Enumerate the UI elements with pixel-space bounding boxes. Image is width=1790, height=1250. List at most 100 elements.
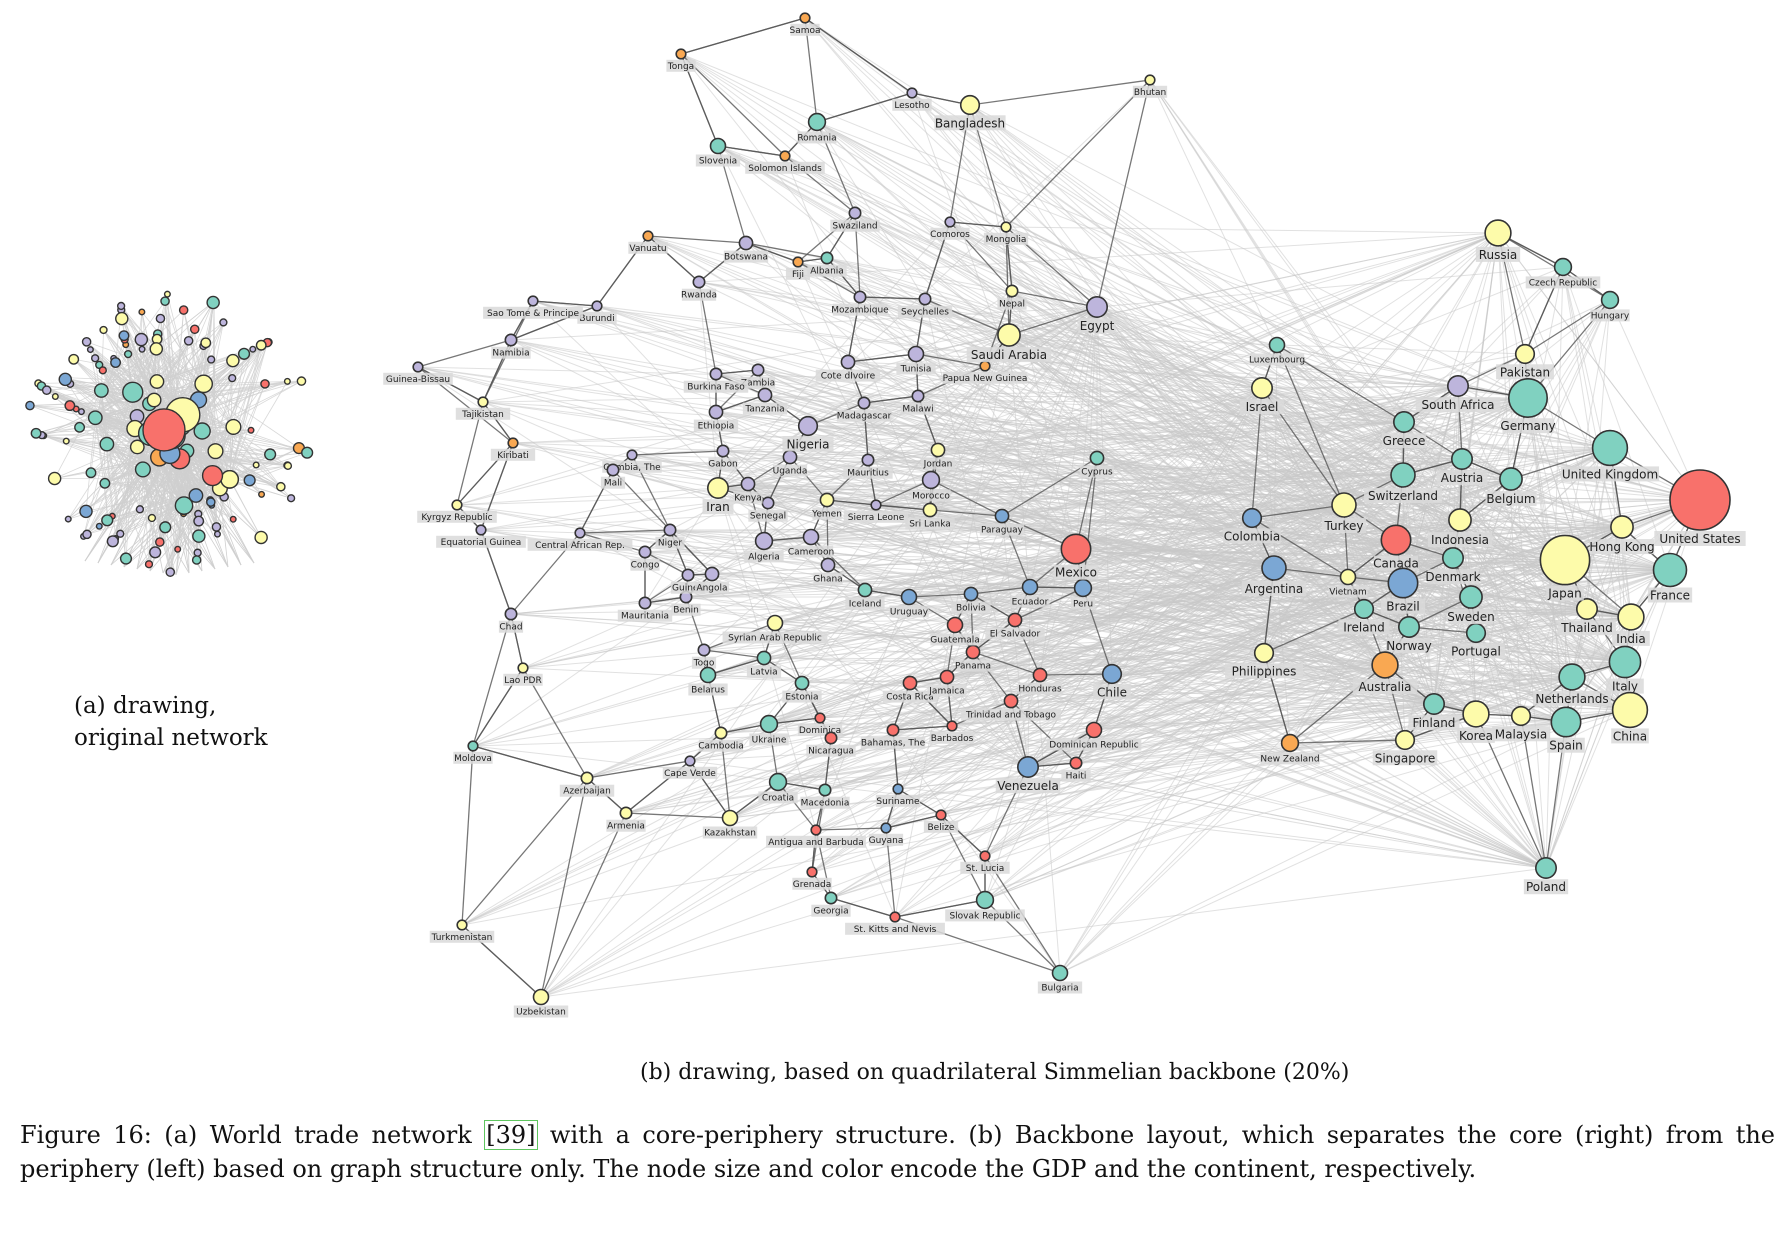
node-label-bg (766, 835, 866, 848)
node-circle (574, 527, 586, 539)
node-circle (1060, 533, 1092, 565)
node-bulgaria: Bulgaria (1037, 964, 1083, 994)
node-circle (1380, 524, 1412, 556)
node-ireland: Ireland (1338, 598, 1390, 635)
node-mauritius: Mauritius (843, 453, 893, 479)
node-label: Cambodia (698, 742, 744, 752)
node-sao-tome-principe: Sao Tome & Principe (483, 295, 583, 319)
edge-light (864, 582, 1404, 591)
edge-backbone (747, 456, 791, 485)
node-comoros: Comoros (930, 216, 970, 240)
node-a (144, 560, 154, 569)
node-circle (782, 449, 798, 465)
node-malawi: Malawi (900, 389, 936, 415)
node-label-bg (1061, 769, 1091, 782)
node-label-bg (1647, 587, 1693, 603)
node-label: Portugal (1451, 644, 1501, 658)
node-a (247, 426, 255, 434)
edge-backbone (816, 92, 913, 123)
edge-backbone (924, 298, 1010, 336)
node-label-bg (749, 733, 789, 746)
node-a (159, 521, 172, 534)
node-label: Cote dIvoire (821, 372, 876, 382)
node-a (119, 552, 133, 565)
node-circle (848, 206, 862, 220)
node-a (41, 385, 52, 395)
node-iceland: Iceland (845, 582, 885, 610)
edge-a (219, 342, 268, 489)
node-label: Sweden (1447, 610, 1494, 624)
node-slovenia: Slovenia (695, 137, 741, 167)
node-label-bg (815, 369, 881, 382)
node-a (87, 410, 103, 426)
node-label: Brazil (1386, 600, 1420, 614)
edge-backbone (1039, 673, 1113, 676)
node-a (85, 467, 97, 479)
node-circle (638, 545, 652, 559)
node-label: Bhutan (1134, 88, 1166, 98)
edge-a (38, 382, 234, 428)
node-label: Kenya (734, 494, 762, 504)
node-circle (527, 295, 539, 307)
node-a (106, 535, 119, 548)
edge-a (229, 344, 264, 480)
node-label: New Zealand (1260, 754, 1319, 764)
edge-light (894, 709, 1631, 918)
edge-light (482, 401, 1345, 506)
edge-light (811, 232, 1499, 873)
node-label: Azerbaijan (563, 787, 611, 797)
node-a (296, 376, 307, 386)
node-label: Greece (1383, 434, 1426, 448)
node-a (189, 324, 200, 335)
node-label-bg (1338, 619, 1390, 635)
node-circle (714, 726, 728, 740)
node-romania: Romania (797, 112, 837, 144)
node-circle (706, 476, 729, 499)
node-vietnam: Vietnam (1328, 568, 1368, 598)
node-a (206, 497, 216, 507)
edge-light (1459, 447, 1611, 521)
node-label-bg (951, 601, 991, 614)
figure-caption-rest: with a core-periphery structure. (b) Bac… (20, 1121, 1776, 1183)
edge-backbone (777, 781, 817, 831)
node-central-african-rep-: Central African Rep. (527, 527, 633, 551)
node-fiji: Fiji (785, 256, 811, 280)
citation-link[interactable]: [39] (484, 1120, 538, 1150)
node-a (134, 461, 151, 478)
node-russia: Russia (1475, 219, 1521, 262)
edge-light (924, 298, 1029, 768)
node-label: Tonga (667, 62, 694, 72)
node-label: Burkina Faso (687, 383, 745, 393)
node-label-bg (966, 347, 1052, 363)
node-samoa: Samoa (789, 12, 821, 36)
node-circle (1268, 336, 1286, 354)
node-circle (1331, 492, 1357, 518)
node-label: Malaysia (1495, 727, 1547, 741)
network-b-edges (417, 17, 1701, 998)
edge-light (745, 242, 1529, 399)
node-label: Latvia (750, 668, 777, 678)
node-label: Hungary (1591, 311, 1630, 321)
edge-a (94, 417, 109, 520)
node-label-bg (875, 794, 921, 807)
node-circle (709, 367, 723, 381)
node-circle (591, 300, 603, 312)
edge-light (472, 385, 1459, 747)
edge-light (540, 867, 1547, 998)
node-circle (944, 216, 956, 228)
node-chile: Chile (1093, 663, 1131, 700)
edge-a (167, 294, 213, 476)
node-label: Fiji (792, 270, 804, 280)
edge-a (43, 435, 138, 448)
node-uruguay: Uruguay (889, 588, 929, 618)
node-azerbaijan: Azerbaijan (559, 771, 615, 797)
node-circle (1499, 467, 1523, 491)
node-circle (708, 404, 724, 420)
node-circle (900, 588, 918, 606)
node-label: Equatorial Guinea (441, 538, 522, 548)
node-label-bg (930, 633, 980, 646)
node-label-bg (498, 620, 524, 633)
edge-light (1149, 79, 1631, 711)
node-label: Guatemala (930, 636, 980, 646)
node-label-bg (1010, 595, 1050, 608)
